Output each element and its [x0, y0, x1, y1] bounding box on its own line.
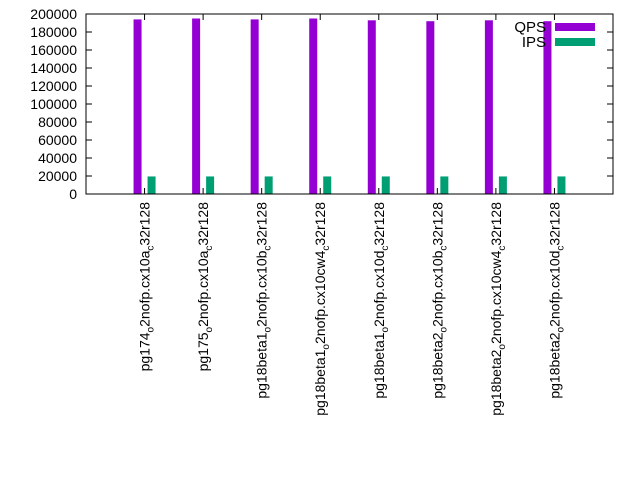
bar-qps-7 — [484, 20, 493, 194]
bar-qps-6 — [426, 21, 435, 195]
y-tick-label: 120000 — [30, 78, 77, 94]
plot-frame — [85, 13, 614, 195]
x-category-label-part: 32r128 — [254, 202, 270, 246]
x-category-label-part: o — [380, 326, 391, 332]
x-category-label-part: pg18beta2 — [488, 349, 504, 415]
bar-ips-4 — [323, 176, 332, 194]
x-category-label-part: pg18beta1 — [312, 349, 328, 415]
x-axis-labels: pg174o2nofp.cx10ac32r128pg175o2nofp.cx10… — [137, 14, 566, 416]
x-category-label: pg18beta2o2nofp.cx10bc32r128 — [429, 202, 449, 399]
x-category-label-part: pg18beta1 — [254, 332, 270, 398]
x-category-label-part: c — [204, 246, 215, 251]
x-category-label-part: 2nofp.cx10d — [546, 251, 562, 327]
x-category-label-part: 32r128 — [137, 202, 153, 246]
x-category-label: pg18beta1o2nofp.cx10dc32r128 — [371, 202, 391, 399]
bar-ips-3 — [264, 176, 273, 194]
y-tick-label: 80000 — [38, 114, 77, 130]
legend-swatch-qps — [555, 23, 595, 31]
x-category-label: pg174o2nofp.cx10ac32r128 — [137, 202, 157, 372]
x-category-label-part: 32r128 — [546, 202, 562, 246]
bars — [133, 18, 566, 195]
x-category-label-part: 32r128 — [312, 202, 328, 246]
x-category-label-part: 2nofp.cx10d — [371, 251, 387, 327]
x-category-label: pg18beta2o2nofp.cx10cw4c32r128 — [488, 202, 508, 416]
bar-qps-2 — [192, 18, 201, 194]
x-category-label-part: o — [146, 326, 157, 332]
x-category-label-part: o — [438, 326, 449, 332]
y-axis: 0 20000 40000 60000 80000 100000 120000 140000 1… — [30, 6, 613, 202]
x-category-label-part: o — [321, 344, 332, 350]
bar-ips-2 — [206, 176, 215, 194]
x-category-label-part: o — [497, 344, 508, 350]
x-category-label-part: o — [555, 326, 566, 332]
y-tick-label: 0 — [69, 186, 77, 202]
x-category-label: pg18beta1o2nofp.cx10bc32r128 — [254, 202, 274, 399]
x-category-label-part: pg174 — [137, 332, 153, 371]
x-category-label-part: 2nofp.cx10b — [429, 250, 445, 326]
bar-ips-1 — [147, 176, 156, 194]
bar-ips-5 — [381, 176, 390, 194]
y-tick-label: 40000 — [38, 150, 77, 166]
x-category-label-part: 32r128 — [195, 202, 211, 246]
x-category-label-part: 2nofp.cx10a — [195, 250, 211, 326]
x-category-label: pg18beta1o2nofp.cx10cw4c32r128 — [312, 202, 332, 416]
x-category-label-part: c — [380, 246, 391, 251]
x-category-label-part: 2nofp.cx10a — [137, 250, 153, 326]
y-tick-label: 200000 — [30, 6, 77, 22]
y-tick-label: 100000 — [30, 96, 77, 112]
y-tick-label: 20000 — [38, 168, 77, 184]
x-category-label-part: 32r128 — [488, 202, 504, 246]
x-category-label-part: c — [497, 246, 508, 251]
legend-label-ips: IPS — [522, 34, 546, 51]
bar-ips-6 — [440, 176, 449, 194]
bar-qps-5 — [367, 20, 376, 194]
legend-label-qps: QPS — [514, 19, 546, 36]
x-category-label-part: o — [263, 326, 274, 332]
bar-qps-4 — [309, 18, 318, 194]
x-category-label: pg175o2nofp.cx10ac32r128 — [195, 202, 215, 372]
x-category-label-part: c — [263, 246, 274, 251]
x-category-label-part: 2nofp.cx10cw4 — [488, 250, 504, 344]
y-tick-label: 180000 — [30, 24, 77, 40]
y-tick-label: 140000 — [30, 60, 77, 76]
bar-ips-8 — [557, 176, 566, 194]
x-category-label-part: pg18beta1 — [371, 332, 387, 398]
y-tick-label: 160000 — [30, 42, 77, 58]
x-category-label: pg18beta2o2nofp.cx10dc32r128 — [546, 202, 566, 399]
x-category-label-part: 32r128 — [371, 202, 387, 246]
x-category-label-part: c — [438, 246, 449, 251]
x-category-label-part: pg18beta2 — [429, 332, 445, 398]
x-category-label-part: c — [321, 246, 332, 251]
x-category-label-part: 32r128 — [429, 202, 445, 246]
x-category-label-part: 2nofp.cx10cw4 — [312, 250, 328, 344]
y-tick-label: 60000 — [38, 132, 77, 148]
bar-qps-8 — [543, 21, 552, 195]
x-category-label-part: pg175 — [195, 332, 211, 371]
bar-qps-3 — [250, 19, 259, 195]
x-category-label-part: o — [204, 326, 215, 332]
legend-swatch-ips — [555, 38, 595, 46]
x-category-label-part: pg18beta2 — [546, 332, 562, 398]
bar-qps-1 — [133, 19, 142, 195]
x-category-label-part: c — [555, 246, 566, 251]
x-category-label-part: 2nofp.cx10b — [254, 250, 270, 326]
x-category-label-part: c — [146, 246, 157, 251]
bar-ips-7 — [498, 176, 507, 194]
